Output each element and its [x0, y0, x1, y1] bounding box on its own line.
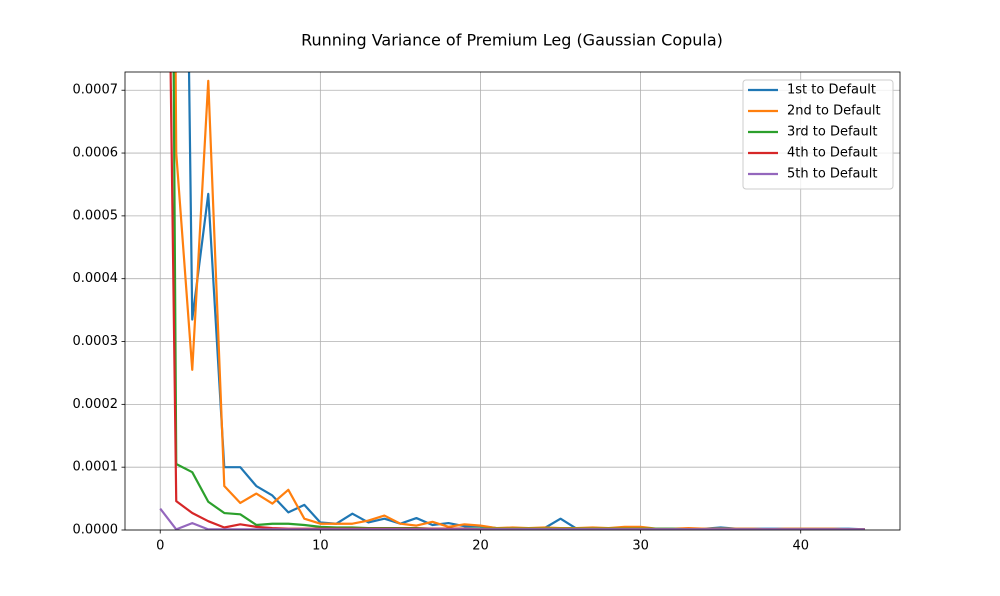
y-tick-label: 0.0000 [73, 523, 119, 538]
legend-label: 2nd to Default [787, 104, 881, 119]
line-series [159, 507, 865, 530]
y-tick-label: 0.0006 [73, 146, 119, 161]
legend-label: 3rd to Default [787, 125, 877, 140]
grid [125, 72, 900, 531]
axes-frame [124, 71, 901, 531]
chart-title: Running Variance of Premium Leg (Gaussia… [301, 31, 723, 50]
y-tick-label: 0.0003 [73, 334, 119, 349]
x-tick-label: 40 [792, 539, 809, 554]
x-tick-label: 10 [312, 539, 329, 554]
axes: 0 10 20 30 40 0.0000 0.0001 0.0002 0.0003 0.0004 0… [73, 71, 901, 554]
y-tick-label: 0.0004 [73, 271, 119, 286]
x-tick-label: 20 [472, 539, 489, 554]
y-tick-label: 0.0005 [73, 208, 119, 223]
legend-label: 1st to Default [787, 83, 876, 98]
y-tick-label: 0.0002 [73, 397, 119, 412]
plot-area [159, 72, 865, 530]
x-tick-label: 30 [632, 539, 649, 554]
y-tick-label: 0.0001 [73, 460, 119, 475]
x-tick-label: 0 [156, 539, 164, 554]
legend: 1st to Default 2nd to Default 3rd to Defau… [742, 79, 894, 190]
legend-label: 5th to Default [787, 167, 877, 182]
legend-box [742, 79, 894, 190]
legend-label: 4th to Default [787, 146, 877, 161]
y-tick-label: 0.0007 [73, 83, 119, 98]
